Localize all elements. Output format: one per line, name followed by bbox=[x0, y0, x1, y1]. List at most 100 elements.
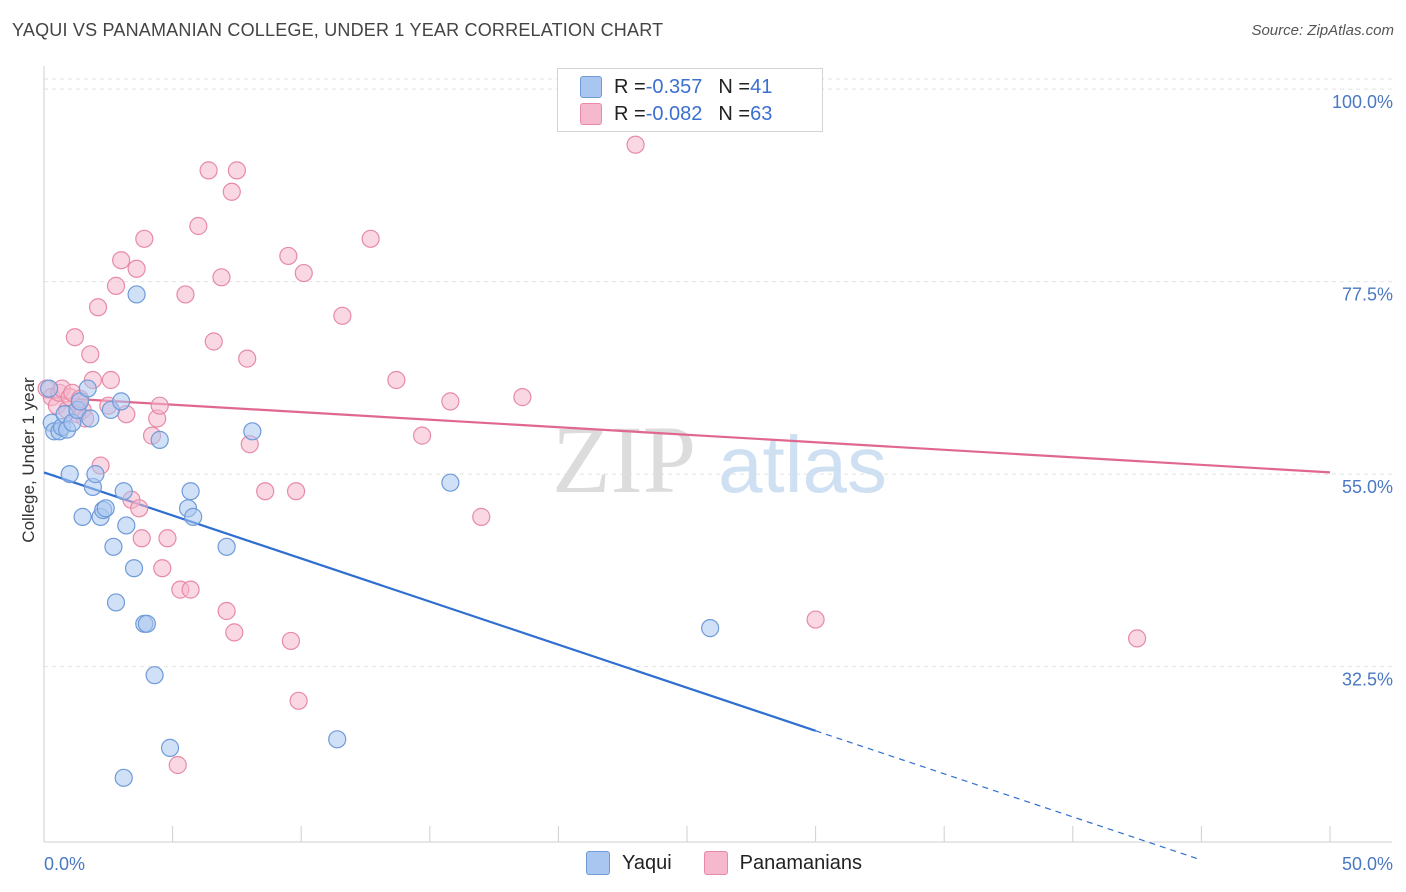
panamanians-point bbox=[150, 396, 169, 415]
yaqui-trend-line bbox=[43, 471, 816, 732]
series-legend: Yaqui Panamanians bbox=[586, 851, 894, 875]
yaqui-point bbox=[60, 465, 79, 484]
panamanians-point bbox=[88, 298, 108, 317]
yaqui-point bbox=[328, 730, 347, 749]
legend-n-label: N = bbox=[718, 75, 751, 98]
panamanians-point bbox=[112, 251, 131, 270]
panamanians-point bbox=[225, 623, 244, 642]
yaqui-point bbox=[181, 482, 200, 501]
yaqui-point bbox=[217, 537, 236, 556]
panamanians-point bbox=[181, 580, 200, 599]
panamanians-point bbox=[130, 499, 149, 518]
x-tick-label: 50.0% bbox=[1342, 854, 1393, 874]
yaqui-point bbox=[114, 482, 133, 501]
yaqui-point bbox=[441, 473, 460, 492]
panamanians-point bbox=[227, 161, 246, 180]
panamanians-point bbox=[286, 482, 306, 501]
yaqui-point bbox=[96, 499, 115, 518]
watermark-atlas: atlas bbox=[718, 420, 887, 509]
watermark-zip: ZIP bbox=[552, 406, 696, 513]
legend-row-yaqui: R = -0.357 N = 41 bbox=[580, 74, 772, 100]
panamanians-point bbox=[1127, 629, 1147, 648]
panamanians-point bbox=[387, 370, 406, 390]
trend-lines bbox=[43, 396, 1331, 861]
y-tick-label: 77.5% bbox=[1342, 285, 1393, 305]
panamanians-point bbox=[135, 229, 154, 248]
panamanians-point bbox=[153, 559, 172, 578]
panamanians-point bbox=[626, 135, 645, 154]
yaqui-point bbox=[137, 614, 156, 633]
yaqui-point bbox=[78, 379, 97, 398]
panamanians-point bbox=[238, 349, 257, 368]
y-tick-label: 32.5% bbox=[1342, 670, 1393, 690]
y-axis-label: College, Under 1 year bbox=[19, 377, 38, 543]
yaqui-point bbox=[73, 507, 92, 526]
panamanians-point bbox=[289, 691, 308, 710]
panamanians-point bbox=[189, 216, 208, 236]
yaqui-swatch bbox=[586, 851, 610, 875]
legend-label-yaqui: Yaqui bbox=[622, 851, 672, 874]
panamanians-point bbox=[212, 268, 231, 287]
panamanians-point bbox=[204, 332, 223, 351]
panamanians-point bbox=[158, 529, 177, 548]
panamanians-swatch bbox=[703, 851, 728, 875]
panamanians-point bbox=[806, 610, 825, 629]
yaqui-point bbox=[145, 666, 164, 685]
yaqui-point bbox=[81, 409, 100, 428]
panamanians-point bbox=[222, 182, 241, 201]
panamanians-point bbox=[333, 306, 352, 325]
yaqui-point bbox=[160, 738, 180, 757]
panamanians-point bbox=[472, 507, 491, 526]
legend-n-label: N = bbox=[718, 102, 751, 125]
yaqui-point bbox=[124, 559, 144, 578]
stats-legend: R = -0.357 N = 41 R = -0.082 N = 63 bbox=[557, 68, 823, 132]
legend-r-label: R = bbox=[614, 75, 646, 98]
panamanians-point bbox=[106, 276, 126, 295]
legend-n-value: 63 bbox=[750, 102, 773, 125]
y-tick-label: 100.0% bbox=[1332, 92, 1393, 112]
yaqui-point bbox=[701, 619, 720, 638]
panamanians-trend-line bbox=[43, 396, 1331, 474]
yaqui-point bbox=[127, 285, 146, 304]
legend-r-value: -0.082 bbox=[645, 102, 703, 125]
panamanians-point bbox=[127, 259, 146, 278]
panamanians-point bbox=[168, 755, 187, 775]
panamanians-point bbox=[412, 426, 432, 445]
data-points bbox=[37, 80, 1147, 787]
yaqui-point bbox=[86, 465, 105, 484]
yaqui-point bbox=[106, 593, 126, 612]
panamanians-point bbox=[217, 601, 236, 621]
panamanians-point bbox=[176, 285, 195, 304]
panamanians-point bbox=[132, 529, 151, 548]
yaqui-point bbox=[117, 516, 136, 535]
legend-label-panamanians: Panamanians bbox=[739, 851, 862, 874]
legend-r-value: -0.357 bbox=[645, 75, 703, 98]
x-tick-label: 0.0% bbox=[44, 854, 85, 874]
panamanians-point bbox=[279, 246, 298, 266]
yaqui-point bbox=[104, 537, 123, 556]
panamanians-point bbox=[294, 263, 313, 283]
axes bbox=[43, 66, 1392, 843]
panamanians-point bbox=[256, 482, 275, 501]
grid-lines bbox=[44, 78, 1392, 668]
panamanians-point bbox=[199, 161, 218, 180]
yaqui-point bbox=[184, 507, 203, 526]
chart-title: YAQUI VS PANAMANIAN COLLEGE, UNDER 1 YEA… bbox=[12, 20, 664, 40]
panamanians-point bbox=[81, 345, 100, 364]
legend-item-panamanians[interactable]: Panamanians bbox=[703, 851, 862, 875]
panamanians-point bbox=[361, 229, 380, 248]
panamanians-point bbox=[65, 328, 84, 347]
yaqui-point bbox=[112, 392, 131, 411]
panamanians-point bbox=[101, 370, 120, 390]
yaqui-swatch bbox=[580, 76, 602, 98]
yaqui-point bbox=[40, 379, 59, 398]
yaqui-point bbox=[243, 422, 262, 441]
tick-labels: 32.5% 55.0% 77.5% 100.0% 0.0% 50.0% bbox=[44, 92, 1393, 874]
panamanians-swatch bbox=[580, 103, 602, 125]
yaqui-point bbox=[150, 430, 169, 449]
legend-item-yaqui[interactable]: Yaqui bbox=[586, 851, 672, 875]
panamanians-point bbox=[513, 388, 532, 407]
yaqui-trend-extension bbox=[815, 730, 1202, 861]
y-tick-label: 55.0% bbox=[1342, 477, 1393, 497]
